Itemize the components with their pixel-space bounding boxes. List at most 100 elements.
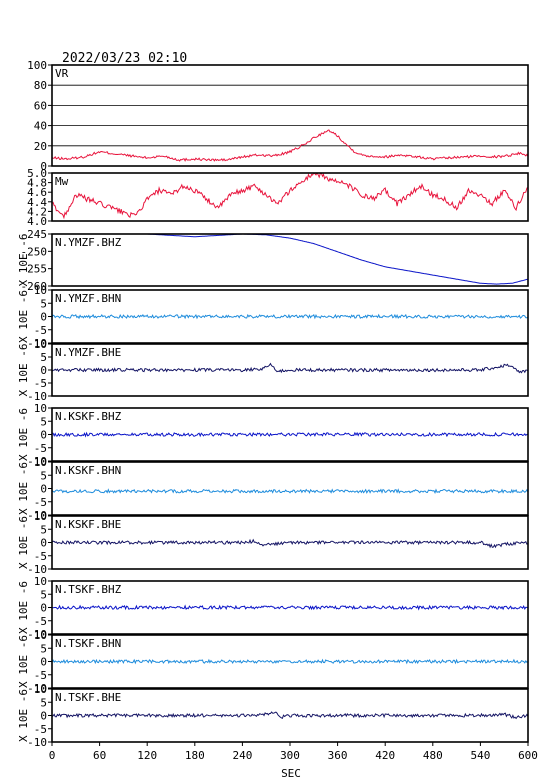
y-tick-label: 10 (34, 575, 47, 588)
y-tick-label: 5 (40, 523, 47, 536)
y-tick-label: -5 (34, 723, 47, 736)
y-tick-label: 10 (34, 683, 47, 696)
panel-label-n-kskf-bhe: N.KSKF.BHE (55, 518, 121, 531)
x-tick-label: 300 (280, 749, 300, 762)
panel-label-n-tskf-bhz: N.TSKF.BHZ (55, 583, 122, 596)
x-tick-label: 540 (470, 749, 490, 762)
y-axis-label: X 10E -6 (17, 344, 30, 397)
panel-label-vr: VR (55, 67, 69, 80)
y-tick-label: -250 (21, 245, 48, 258)
y-tick-label: -260 (21, 280, 48, 293)
y-tick-label: -245 (21, 228, 48, 241)
panel-label-n-ymzf-bhe: N.YMZF.BHE (55, 346, 121, 359)
y-tick-label: 0 (40, 429, 47, 442)
y-tick-label: 10 (34, 338, 47, 351)
y-tick-label: 5 (40, 469, 47, 482)
y-tick-label: 10 (34, 510, 47, 523)
series-line-n-ymzf-bhn (52, 313, 528, 320)
y-tick-label: 4.6 (27, 186, 47, 199)
y-tick-label: -10 (27, 390, 47, 403)
y-tick-label: -10 (27, 736, 47, 749)
x-tick-label: 180 (185, 749, 205, 762)
y-tick-label: 5 (40, 351, 47, 364)
y-axis-label: X 10E -6 (17, 581, 30, 634)
y-axis-label: X 10E -6 (17, 290, 30, 343)
series-line-n-tskf-bhn (52, 658, 528, 665)
series-line-n-tskf-bhz (52, 604, 528, 611)
x-axis: 0 60 120 180 240 300 360 420 480 540 600 (49, 742, 538, 762)
series-line-n-kskf-bhe (52, 538, 528, 549)
panel-frame (51, 64, 529, 167)
panel-frame (51, 461, 529, 516)
x-tick-label: 120 (137, 749, 157, 762)
y-tick-label: 80 (34, 79, 47, 92)
panel-frame (51, 515, 529, 570)
y-tick-label: -10 (27, 337, 47, 350)
y-tick-label: 0 (40, 537, 47, 550)
y-tick-label: 10 (34, 284, 47, 297)
y-tick-label: -10 (27, 563, 47, 576)
panel-frame (51, 407, 529, 462)
x-tick-label: 360 (328, 749, 348, 762)
y-tick-label: 40 (34, 120, 47, 133)
panel-label-n-kskf-bhz: N.KSKF.BHZ (55, 410, 122, 423)
y-tick-label: -5 (34, 442, 47, 455)
y-tick-label: -10 (27, 455, 47, 468)
y-tick-label: 60 (34, 99, 47, 112)
y-tick-label: 100 (27, 59, 47, 72)
series-line-vr (52, 129, 528, 162)
y-tick-label: -10 (27, 628, 47, 641)
panel-label-mw: Mw (55, 175, 69, 188)
x-axis-label: SEC (281, 767, 301, 780)
y-tick-label: 0 (40, 364, 47, 377)
series-line-mw (52, 173, 528, 220)
y-tick-label: 5 (40, 297, 47, 310)
panel-label-n-ymzf-bhz: N.YMZF.BHZ (55, 236, 122, 249)
series-line-n-ymzf-bhe (52, 362, 528, 374)
y-tick-label: 0 (40, 656, 47, 669)
y-tick-label: 0 (40, 483, 47, 496)
y-tick-label: 0 (40, 710, 47, 723)
y-tick-label: -5 (34, 496, 47, 509)
panel-frame (51, 289, 529, 344)
y-tick-label: 5 (40, 642, 47, 655)
y-tick-label: -5 (34, 550, 47, 563)
y-tick-label: 10 (34, 402, 47, 415)
panel-frame (51, 634, 529, 689)
y-tick-label: 4.2 (27, 205, 47, 218)
y-tick-label: -5 (34, 669, 47, 682)
y-tick-label: -5 (34, 324, 47, 337)
x-tick-label: 240 (232, 749, 252, 762)
y-tick-label: 0 (40, 160, 47, 173)
series-line-n-kskf-bhn (52, 488, 528, 494)
panel-n-tskf-bhn: 10 50-5 -10X 10E -6 N.TSKF.BHN (17, 629, 529, 695)
series-line-n-kskf-bhz (52, 431, 528, 438)
y-tick-label: 5 (40, 588, 47, 601)
panel-label-n-kskf-bhn: N.KSKF.BHN (55, 464, 121, 477)
y-tick-label: 4.8 (27, 177, 47, 190)
x-tick-label: 0 (49, 749, 56, 762)
y-axis-label: X 10E -6 (17, 516, 30, 569)
panel-label-n-tskf-bhn: N.TSKF.BHN (55, 637, 121, 650)
panel-frame (51, 172, 529, 222)
y-tick-label: -255 (21, 263, 48, 276)
panels: 100806040200VR5.04.84.64.44.24.0Mw-245-2… (17, 59, 529, 749)
series-line-n-tskf-bhe (52, 711, 528, 720)
y-tick-label: -5 (34, 615, 47, 628)
y-axis-label: X 10E -6 (17, 635, 30, 688)
panel-label-n-ymzf-bhn: N.YMZF.BHN (55, 292, 121, 305)
y-tick-label: 5 (40, 696, 47, 709)
y-axis-label: X 10E -6 (17, 462, 30, 515)
figure-title: 2022/03/23 02:10 (62, 51, 187, 66)
panel-frame (51, 233, 529, 287)
y-axis-label: X 10E -6 (17, 408, 30, 461)
panel-vr: 100 80 60 40 20 0 VR (27, 59, 529, 173)
x-tick-label: 600 (518, 749, 538, 762)
